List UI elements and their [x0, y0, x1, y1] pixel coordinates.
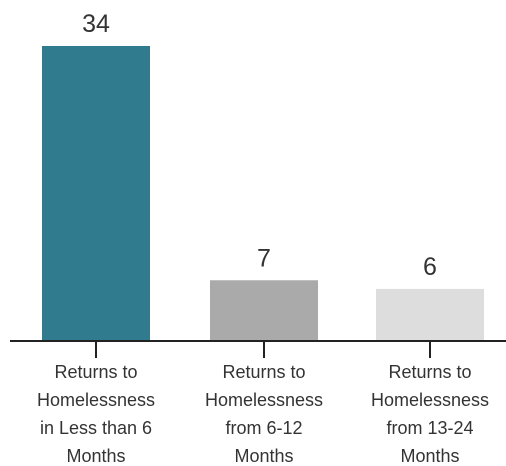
category-label-line: Months — [66, 446, 125, 466]
bar-1 — [42, 46, 150, 341]
bar-value-label-1: 34 — [82, 10, 110, 38]
category-label-line: Months — [234, 446, 293, 466]
value-labels-layer: 34 7 6 — [82, 10, 437, 281]
category-label-2: Returns to Homelessness from 6-12 Months — [205, 362, 323, 466]
category-label-1: Returns to Homelessness in Less than 6 Mont… — [37, 362, 155, 466]
bar-3 — [376, 288, 484, 341]
bar-value-label-3: 6 — [423, 253, 437, 281]
category-label-line: Returns to — [388, 362, 471, 382]
category-label-line: from 13-24 — [386, 418, 473, 438]
category-label-line: Homelessness — [205, 390, 323, 410]
category-label-line: Months — [400, 446, 459, 466]
category-label-line: Returns to — [54, 362, 137, 382]
category-label-line: Homelessness — [371, 390, 489, 410]
category-label-line: from 6-12 — [225, 418, 302, 438]
category-label-3: Returns to Homelessness from 13-24 Months — [371, 362, 489, 466]
bar-2 — [210, 280, 318, 341]
bars-layer — [42, 46, 484, 341]
x-axis-ticks — [95, 341, 431, 358]
category-labels-layer: Returns to Homelessness in Less than 6 Mont… — [37, 362, 489, 466]
category-label-line: Returns to — [222, 362, 305, 382]
bar-value-label-2: 7 — [257, 244, 271, 272]
category-label-line: in Less than 6 — [40, 418, 152, 438]
category-label-line: Homelessness — [37, 390, 155, 410]
